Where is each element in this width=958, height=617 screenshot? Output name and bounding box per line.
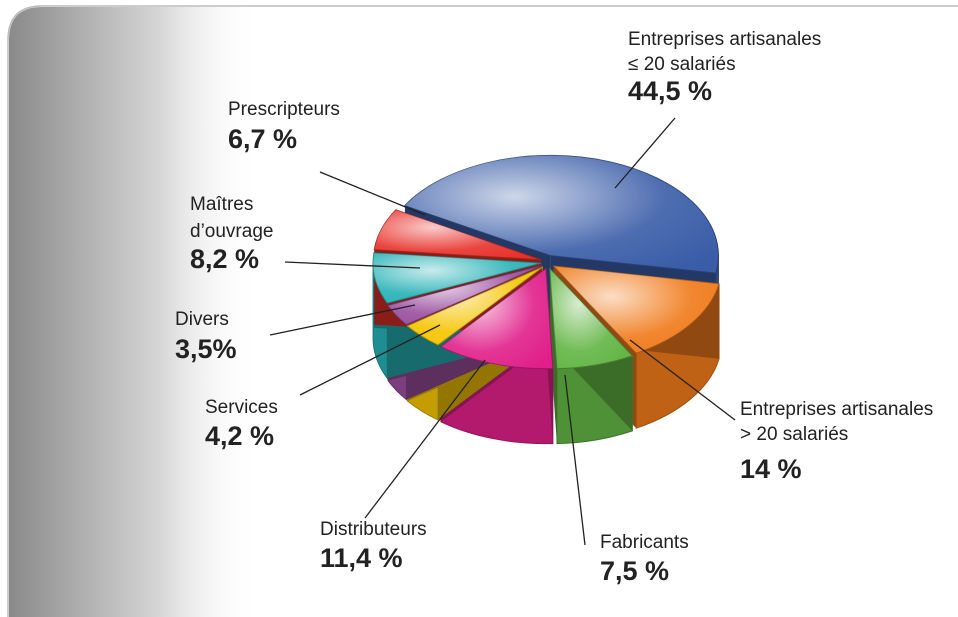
background-photo bbox=[9, 7, 260, 617]
leader-line bbox=[629, 339, 736, 421]
slice-shine bbox=[549, 268, 633, 369]
value-label: 44,5 % bbox=[628, 76, 712, 106]
value-label: 8,2 % bbox=[190, 244, 259, 274]
category-label: Divers bbox=[175, 309, 229, 330]
category-label: Maîtres bbox=[190, 194, 253, 215]
leader-line bbox=[299, 324, 441, 396]
value-label: 6,7 % bbox=[228, 124, 297, 154]
value-label: 14 % bbox=[740, 454, 802, 484]
slice-shine bbox=[374, 209, 542, 260]
slice-cut bbox=[549, 268, 557, 444]
leader-line bbox=[614, 117, 676, 189]
leader-line bbox=[269, 304, 416, 336]
leader-line bbox=[284, 261, 421, 269]
labels: Entreprises artisanales ≤ 20 salariés44,5… bbox=[175, 29, 933, 586]
value-label: 11,4 % bbox=[320, 543, 403, 573]
category-label: Prescripteurs bbox=[228, 99, 340, 120]
slice-shine bbox=[404, 155, 719, 274]
slice-shine bbox=[440, 268, 553, 369]
category-label: ≤ 20 salariés bbox=[628, 54, 736, 75]
slice-shine bbox=[388, 265, 542, 325]
category-label: d’ouvrage bbox=[190, 221, 273, 242]
leader-line bbox=[319, 171, 426, 216]
value-label: 7,5 % bbox=[600, 556, 669, 586]
value-label: 3,5% bbox=[175, 334, 237, 364]
category-label: Entreprises artisanales bbox=[740, 399, 933, 420]
pie-tops bbox=[372, 154, 720, 370]
category-label: > 20 salariés bbox=[740, 424, 848, 445]
frame bbox=[7, 5, 958, 617]
category-label: Entreprises artisanales bbox=[628, 29, 821, 50]
category-label: Distributeurs bbox=[320, 519, 427, 540]
slice-shine bbox=[373, 252, 542, 304]
leader-line bbox=[564, 374, 586, 546]
value-label: 4,2 % bbox=[205, 421, 274, 451]
category-label: Services bbox=[205, 397, 278, 418]
slice-shine bbox=[407, 266, 543, 345]
leader-line bbox=[364, 359, 486, 519]
category-label: Fabricants bbox=[600, 532, 689, 553]
slice-shine bbox=[553, 266, 720, 354]
